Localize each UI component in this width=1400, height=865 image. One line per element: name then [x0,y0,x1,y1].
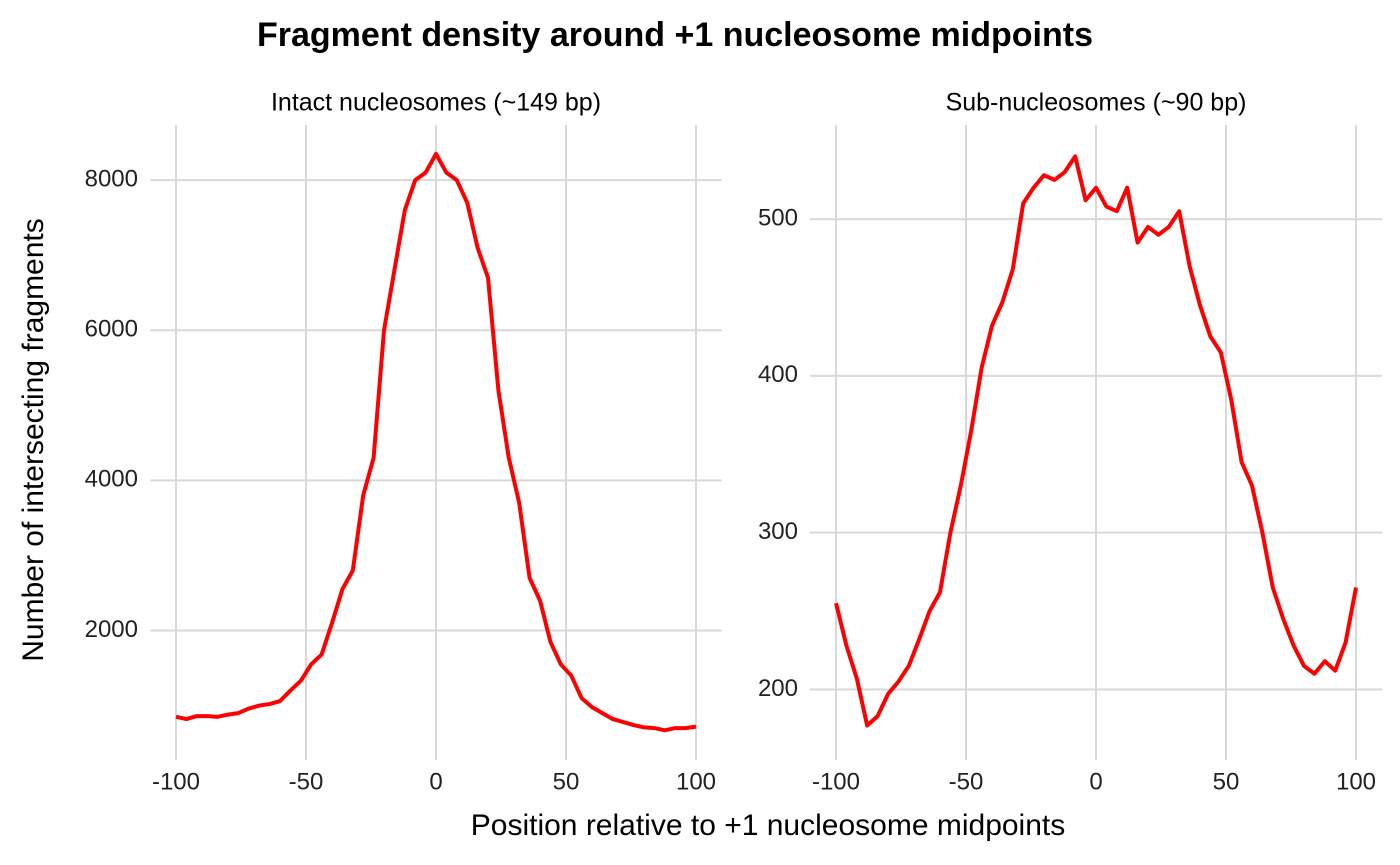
chart-title: Fragment density around +1 nucleosome mi… [257,16,1093,54]
y-tick-label: 300 [758,518,798,545]
y-tick-label: 200 [758,675,798,702]
y-tick-label: 400 [758,361,798,388]
data-line [175,151,697,733]
panel-title: Sub-nucleosomes (~90 bp) [946,89,1247,117]
x-tick-label: 100 [676,768,716,795]
y-tick-label: 4000 [85,466,138,493]
panel-title: Intact nucleosomes (~149 bp) [271,89,601,117]
y-tick-label: 8000 [85,166,138,193]
x-tick-label: -100 [812,768,860,795]
x-tick-label: -50 [289,768,324,795]
x-tick-label: -50 [949,768,984,795]
x-tick-label: 100 [1336,768,1376,795]
x-tick-label: -100 [152,768,200,795]
x-axis-label: Position relative to +1 nucleosome midpo… [471,809,1066,842]
y-axis-label: Number of intersecting fragments [17,218,50,662]
x-tick-label: 50 [553,768,580,795]
x-tick-label: 0 [1089,768,1102,795]
x-tick-label: 0 [429,768,442,795]
y-tick-label: 6000 [85,316,138,343]
y-tick-label: 500 [758,204,798,231]
data-line [834,154,1358,728]
x-tick-label: 50 [1213,768,1240,795]
y-tick-label: 2000 [85,616,138,643]
